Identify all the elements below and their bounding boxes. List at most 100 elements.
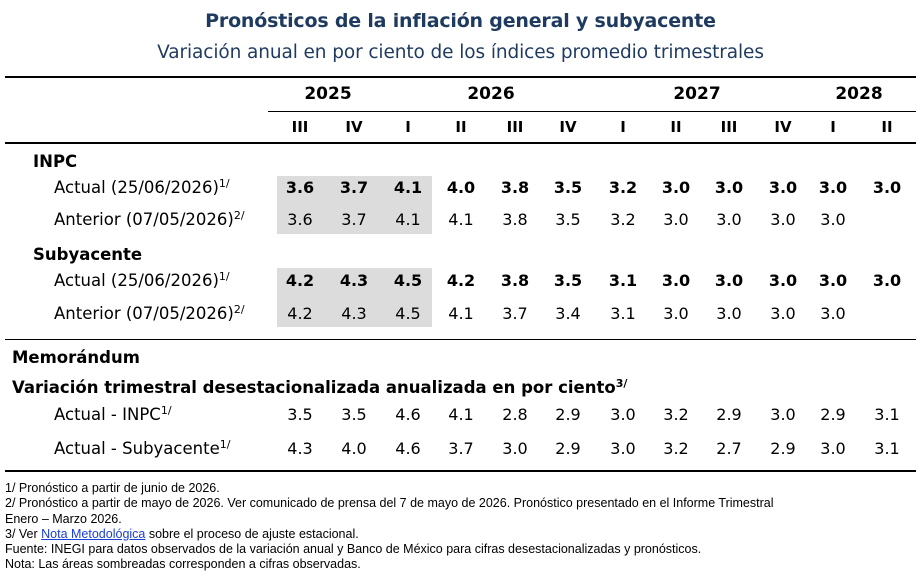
row-label-text: Anterior (07/05/2026) — [54, 210, 234, 229]
table-bottom-rule — [5, 470, 916, 472]
row-label-note: 1/ — [160, 404, 172, 417]
table-cell: 2.8 — [502, 405, 528, 424]
quarter-header: II — [670, 118, 682, 136]
table-cell: 3.0 — [872, 271, 902, 290]
table-cell: 3.0 — [663, 304, 689, 323]
table-cell: 3.0 — [663, 210, 689, 229]
memo-subtitle-text: Variación trimestral desestacionalizada … — [12, 378, 616, 397]
table-cell: 3.7 — [339, 178, 369, 197]
observed-shade-block-2 — [277, 268, 432, 327]
table-cell: 3.0 — [610, 439, 636, 458]
table-row: Actual - INPC1/3.5 3.5 4.6 4.1 2.8 2.9 3.0 3.2 2… — [0, 404, 921, 431]
row-label-text: Actual - Subyacente — [54, 439, 220, 458]
table-cell: 4.0 — [446, 178, 476, 197]
table-cell: 3.1 — [608, 271, 638, 290]
table-cell: 4.2 — [285, 271, 315, 290]
table-cell: 3.2 — [663, 405, 689, 424]
row-label-note: 1/ — [218, 177, 230, 190]
quarter-header: IV — [774, 118, 792, 136]
row-label: Actual - INPC1/ — [54, 404, 172, 424]
table-cell: 3.0 — [716, 304, 742, 323]
table-cell: 4.6 — [395, 405, 421, 424]
table-cell: 3.1 — [874, 405, 900, 424]
table-row: Actual - Subyacente1/4.3 4.0 4.6 3.7 3.0 2.9 3… — [0, 438, 921, 465]
footnote-3-post: sobre el proceso de ajuste estacional. — [145, 526, 359, 541]
table-cell: 3.8 — [500, 178, 530, 197]
table-cell: 3.0 — [820, 210, 846, 229]
table-row: Actual (25/06/2026)1/4.2 4.3 4.5 4.2 3.8 3.5 3… — [0, 270, 921, 297]
table-cell: 2.9 — [716, 405, 742, 424]
row-label: Anterior (07/05/2026)2/ — [54, 209, 245, 229]
table-cell: 3.0 — [770, 405, 796, 424]
table-cell: 4.6 — [395, 439, 421, 458]
table-cell: 3.4 — [555, 304, 581, 323]
memo-subtitle-note: 3/ — [615, 377, 628, 390]
year-2026: 2026 — [467, 84, 515, 104]
footnote-nota: Nota: Las áreas sombreadas corresponden … — [5, 557, 361, 572]
table-cell: 3.2 — [608, 178, 638, 197]
table-cell: 3.0 — [820, 439, 846, 458]
table-row: Actual (25/06/2026)1/3.6 3.7 4.1 4.0 3.8 3.5 3… — [0, 177, 921, 204]
table-cell: 3.6 — [287, 210, 313, 229]
quarter-header: III — [720, 118, 738, 136]
quarter-header: III — [291, 118, 309, 136]
nota-metodologica-link[interactable]: Nota Metodológica — [41, 526, 146, 541]
quarter-header: II — [881, 118, 893, 136]
row-label: Actual (25/06/2026)1/ — [54, 270, 230, 290]
table-row: Anterior (07/05/2026)2/4.2 4.3 4.5 4.1 3.7 3.… — [0, 303, 921, 330]
footnote-3-pre: 3/ Ver — [5, 526, 42, 541]
row-label: Actual - Subyacente1/ — [54, 438, 231, 458]
table-cell: 3.5 — [553, 178, 583, 197]
row-label-note: 2/ — [233, 303, 245, 316]
table-cell: 4.1 — [448, 405, 474, 424]
header-top-rule — [5, 76, 916, 78]
table-cell: 3.5 — [555, 210, 581, 229]
table-cell: 4.0 — [341, 439, 367, 458]
table-cell: 4.3 — [341, 304, 367, 323]
table-cell: 3.5 — [287, 405, 313, 424]
table-cell: 3.8 — [500, 271, 530, 290]
footnote-fuente: Fuente: INEGI para datos observados de l… — [5, 542, 702, 557]
table-cell: 3.0 — [768, 271, 798, 290]
observed-shade-block-1 — [277, 176, 432, 234]
footnote-2a: 2/ Pronóstico a partir de mayo de 2026. … — [5, 496, 774, 511]
row-label-text: Actual (25/06/2026) — [54, 178, 219, 197]
table-cell: 3.0 — [714, 271, 744, 290]
table-cell: 3.0 — [872, 178, 902, 197]
table-cell: 2.9 — [820, 405, 846, 424]
table-cell: 3.5 — [341, 405, 367, 424]
table-cell: 2.9 — [770, 439, 796, 458]
quarter-header: III — [506, 118, 524, 136]
table-cell: 2.7 — [716, 439, 742, 458]
table-cell: 3.2 — [610, 210, 636, 229]
footnote-3: 3/ Ver Nota Metodológica sobre el proces… — [5, 527, 917, 542]
table-cell: 3.8 — [502, 210, 528, 229]
table-cell: 3.0 — [818, 178, 848, 197]
table-cell: 3.1 — [874, 439, 900, 458]
header-bottom-rule — [5, 142, 916, 144]
table-cell: 3.5 — [553, 271, 583, 290]
table-cell: 4.2 — [446, 271, 476, 290]
table-cell: 3.0 — [768, 178, 798, 197]
table-cell: 4.1 — [448, 210, 474, 229]
row-label-note: 1/ — [218, 270, 230, 283]
quarter-header: I — [830, 118, 836, 136]
year-2025: 2025 — [304, 84, 352, 104]
table-cell: 3.0 — [502, 439, 528, 458]
table-cell: 4.1 — [393, 178, 423, 197]
footnotes: 1/ Pronóstico a partir de junio de 2026.… — [5, 481, 917, 573]
section-divider-rule — [5, 339, 916, 340]
table-cell: 4.5 — [395, 304, 421, 323]
section-memo-subtitle: Variación trimestral desestacionalizada … — [12, 377, 628, 397]
quarter-header: I — [620, 118, 626, 136]
row-label-note: 1/ — [219, 438, 231, 451]
section-subyacente: Subyacente — [33, 245, 143, 264]
page-subtitle: Variación anual en por ciento de los índ… — [157, 42, 764, 63]
quarter-header: I — [405, 118, 411, 136]
table-cell: 3.7 — [341, 210, 367, 229]
table-cell: 4.3 — [339, 271, 369, 290]
table-row: Anterior (07/05/2026)2/3.6 3.7 4.1 4.1 3.8 3.… — [0, 209, 921, 236]
table-cell: 4.3 — [287, 439, 313, 458]
section-memorandum: Memorándum — [12, 348, 140, 367]
table-cell: 3.0 — [820, 304, 846, 323]
